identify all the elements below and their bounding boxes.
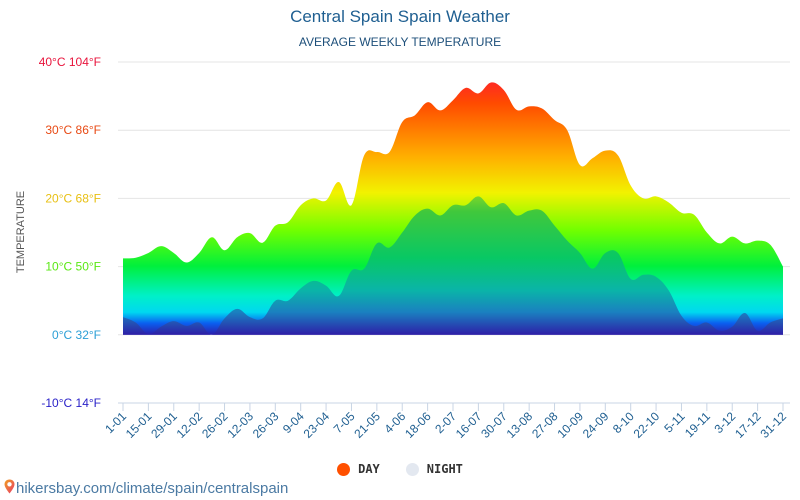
night-area bbox=[123, 196, 783, 335]
x-tick-label: 19-11 bbox=[682, 409, 713, 440]
day-dot-icon bbox=[337, 462, 351, 476]
y-axis-ticks: 40°C 104°F 30°C 86°F 20°C 68°F 10°C 50°F 0°C… bbox=[39, 55, 101, 410]
legend-label-night: NIGHT bbox=[426, 462, 463, 476]
x-tick-label: 12-03 bbox=[224, 409, 256, 441]
x-tick-label: 13-08 bbox=[504, 409, 536, 441]
source-link[interactable]: hikersbay.com/climate/spain/centralspain bbox=[4, 479, 288, 498]
x-tick-label: 17-12 bbox=[732, 409, 764, 441]
legend-label-day: DAY bbox=[358, 462, 380, 476]
night-dot-icon bbox=[405, 462, 419, 476]
legend: DAY NIGHT bbox=[0, 462, 800, 476]
x-axis: 1-0115-0129-0112-0226-0212-0326-039-0423… bbox=[102, 402, 790, 441]
x-tick-label: 23-04 bbox=[301, 409, 333, 441]
y-tick-label: 40°C 104°F bbox=[39, 55, 101, 69]
x-tick-label: 24-09 bbox=[580, 409, 612, 441]
y-tick-label: 30°C 86°F bbox=[45, 123, 101, 137]
legend-item-night[interactable]: NIGHT bbox=[405, 462, 463, 476]
chart-subtitle: AVERAGE WEEKLY TEMPERATURE bbox=[298, 35, 502, 49]
x-tick-label: 18-06 bbox=[402, 409, 434, 441]
chart-title: Central Spain Spain Weather bbox=[290, 7, 510, 26]
source-url: hikersbay.com/climate/spain/centralspain bbox=[16, 480, 289, 497]
x-tick-label: 26-03 bbox=[250, 409, 282, 441]
x-tick-label: 16-07 bbox=[453, 409, 485, 441]
x-tick-label: 12-02 bbox=[174, 409, 206, 441]
map-pin-icon bbox=[4, 479, 15, 498]
x-tick-label: 30-07 bbox=[478, 409, 510, 441]
x-tick-label: 22-10 bbox=[631, 409, 663, 441]
y-tick-label: 10°C 50°F bbox=[45, 260, 101, 274]
y-tick-label: 20°C 68°F bbox=[45, 191, 101, 205]
x-tick-label: 26-02 bbox=[199, 409, 231, 441]
x-tick-label: 10-09 bbox=[554, 409, 586, 441]
y-tick-label: 0°C 32°F bbox=[52, 328, 101, 342]
y-tick-label: -10°C 14°F bbox=[41, 396, 101, 410]
legend-item-day[interactable]: DAY bbox=[337, 462, 380, 476]
x-tick-label: 15-01 bbox=[123, 409, 155, 441]
x-tick-label: 29-01 bbox=[148, 409, 180, 441]
x-tick-label: 21-05 bbox=[351, 409, 383, 441]
x-tick-label: 31-12 bbox=[758, 409, 790, 441]
x-tick-label: 27-08 bbox=[529, 409, 561, 441]
